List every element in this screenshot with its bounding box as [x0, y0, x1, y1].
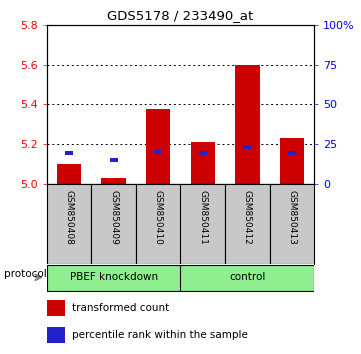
Bar: [65, 151, 73, 155]
Text: GSM850410: GSM850410: [154, 190, 163, 245]
Text: control: control: [229, 272, 265, 282]
Bar: [288, 151, 296, 155]
Text: protocol: protocol: [4, 269, 46, 279]
Bar: [91, 184, 136, 264]
Bar: [136, 184, 180, 264]
Bar: [225, 184, 270, 264]
Text: GSM850411: GSM850411: [198, 190, 207, 245]
Bar: [47, 265, 180, 291]
Bar: [191, 142, 215, 184]
Text: GSM850409: GSM850409: [109, 190, 118, 245]
Text: transformed count: transformed count: [72, 303, 169, 313]
Text: GSM850412: GSM850412: [243, 190, 252, 244]
Bar: [180, 184, 225, 264]
Bar: [101, 178, 126, 184]
Bar: [180, 265, 314, 291]
Bar: [154, 150, 162, 154]
Bar: [279, 138, 304, 184]
Bar: [235, 65, 260, 184]
Bar: [199, 151, 207, 155]
Text: PBEF knockdown: PBEF knockdown: [70, 272, 158, 282]
Bar: [146, 109, 170, 184]
Bar: [57, 164, 82, 184]
Bar: [47, 184, 91, 264]
Title: GDS5178 / 233490_at: GDS5178 / 233490_at: [107, 9, 254, 22]
Bar: [47, 300, 65, 316]
Bar: [270, 184, 314, 264]
Bar: [110, 158, 118, 162]
Text: GSM850408: GSM850408: [65, 190, 74, 245]
Text: GSM850413: GSM850413: [287, 190, 296, 245]
Bar: [243, 145, 251, 149]
Text: percentile rank within the sample: percentile rank within the sample: [72, 330, 248, 340]
Bar: [47, 327, 65, 343]
